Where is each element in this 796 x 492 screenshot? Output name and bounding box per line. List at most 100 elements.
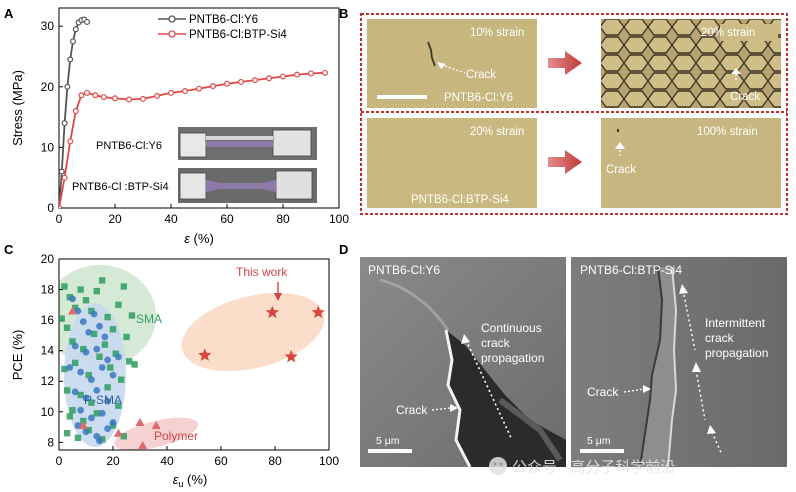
- panel-a-y-tick-label: 30: [41, 19, 55, 33]
- propagation-arrow-y6: [465, 339, 513, 441]
- panel-a-y-axis-label: Stress (MPa): [10, 70, 25, 146]
- series-btp-point: [308, 70, 315, 77]
- micrograph-y6-20pct: 20% strain Crack: [601, 19, 781, 108]
- sma-point: [117, 376, 125, 383]
- sma-point: [120, 433, 127, 440]
- progression-arrow-bottom: [548, 150, 582, 174]
- series-btp-point: [59, 205, 62, 208]
- psma-point: [93, 387, 101, 394]
- panel-c-x-tick-label: 20: [106, 454, 120, 468]
- panel-a-y-tick-label: 0: [47, 201, 54, 215]
- sma-point: [85, 371, 92, 379]
- series-btp-point: [111, 95, 118, 102]
- psma-point: [88, 376, 95, 384]
- legend-marker-btp: [168, 30, 176, 38]
- series-btp-point: [67, 138, 74, 145]
- panel-c-x-tick-label: 0: [56, 454, 63, 468]
- panel-c-y-tick-label: 14: [41, 344, 55, 358]
- psma-point: [71, 388, 79, 396]
- sma-point: [115, 301, 122, 309]
- panel-c-x-tick-label: 100: [319, 454, 339, 468]
- series-btp-point: [125, 96, 132, 103]
- sample-label-b1: PNTB6-Cl:Y6: [444, 92, 513, 104]
- strain-label-1: 10% strain: [470, 27, 524, 39]
- sem-note-btp-line1: Intermittent: [705, 316, 766, 330]
- panel-c-x-tick-label: 80: [268, 454, 282, 468]
- series-btp-point: [92, 92, 99, 99]
- sem-image-btp: PNTB6-Cl:BTP-Si4 Intermittent crack prop…: [571, 257, 787, 468]
- this-work-point: [284, 349, 298, 363]
- this-work-point: [311, 305, 325, 319]
- series-btp-point: [266, 75, 273, 82]
- psma-point: [90, 310, 98, 318]
- panel-a-x-axis-label: ε (%): [184, 231, 214, 246]
- legend-label-y6: PNTB6-Cl:Y6: [189, 14, 258, 26]
- propagation-arrow-btp-1: [682, 289, 696, 351]
- panel-letter-b: B: [339, 6, 348, 21]
- series-btp-point: [140, 95, 147, 102]
- sma-point: [107, 364, 114, 371]
- sma-point: [115, 402, 122, 409]
- crack-label-2: Crack: [730, 91, 760, 103]
- sma-point: [66, 413, 73, 420]
- region-this-work: [181, 292, 325, 372]
- psma-point: [85, 328, 93, 336]
- series-btp-point: [78, 92, 85, 99]
- panel-letter-a: A: [4, 6, 14, 21]
- series-btp-point: [224, 80, 231, 87]
- sma-point: [93, 287, 100, 295]
- panel-c: C 0 20 40 60 80 100 8 10 12 14 16 18 20 PCE (%) εu (…: [4, 242, 339, 489]
- crack-label-1: Crack: [466, 69, 496, 81]
- panel-b: B Crack 10% strain PNTB6-Cl:Y6 20% strai…: [339, 6, 788, 215]
- psma-point: [79, 318, 87, 326]
- sma-point: [77, 391, 84, 399]
- series-btp-point: [182, 88, 189, 95]
- sma-point: [69, 338, 76, 345]
- series-btp-point: [322, 69, 329, 76]
- series-btp-point: [238, 78, 245, 85]
- sem-scale-bar-y6: [368, 449, 412, 453]
- micrograph-y6-10pct: Crack 10% strain PNTB6-Cl:Y6: [367, 19, 537, 108]
- psma-point: [88, 414, 95, 422]
- sma-point: [72, 359, 79, 367]
- panel-c-y-tick-label: 8: [47, 435, 54, 449]
- psma-point: [104, 397, 111, 405]
- panel-c-y-tick-label: 18: [41, 283, 55, 297]
- psma-point: [104, 425, 111, 433]
- polymer-point: [68, 306, 77, 315]
- sma-point: [109, 326, 117, 333]
- sma-point: [126, 358, 133, 365]
- polymer-point: [113, 428, 123, 437]
- psma-point: [109, 419, 117, 426]
- panel-a-sample-photo-y6: [178, 127, 317, 160]
- panel-d: D PNTB6-Cl:Y6 Continuous crack propagati…: [339, 242, 787, 468]
- micrograph-btp-20pct: 20% strain PNTB6-Cl:BTP-Si4: [367, 118, 537, 208]
- sma-point: [72, 304, 79, 312]
- sma-point: [80, 345, 87, 353]
- sma-point: [74, 434, 82, 441]
- psma-point: [109, 371, 117, 379]
- panel-c-x-tick-label: 40: [160, 454, 174, 468]
- strain-label-3: 20% strain: [470, 126, 524, 138]
- sma-point: [101, 341, 109, 348]
- psma-point: [82, 428, 90, 436]
- series-btp-point: [280, 73, 287, 80]
- watermark-text: 公众号 · 高分子科学前沿: [512, 459, 675, 476]
- this-work-pointer-head: [274, 293, 282, 301]
- psma-point: [74, 307, 82, 315]
- progression-arrow-top: [548, 51, 582, 75]
- sma-point: [69, 407, 76, 414]
- sem-crack-label-y6: Crack: [396, 403, 428, 417]
- panel-a-x-tick-label: 40: [164, 212, 178, 226]
- sem-note-y6-line2: crack: [481, 336, 511, 350]
- panel-a-y-tick-label: 10: [41, 140, 55, 154]
- panel-a-x-tick-label: 80: [276, 212, 290, 226]
- panel-c-y-tick-label: 10: [41, 405, 55, 419]
- sma-point: [128, 312, 136, 319]
- panel-a: A 0 20 40 60 80 100 0 10 20 30 Stress (MPa) ε (%)…: [4, 6, 349, 246]
- sma-point: [131, 361, 138, 368]
- polymer-point: [151, 421, 161, 430]
- series-y6-point: [61, 120, 68, 127]
- sma-point: [59, 315, 65, 322]
- photo-label-y6: PNTB6-Cl:Y6: [96, 140, 162, 152]
